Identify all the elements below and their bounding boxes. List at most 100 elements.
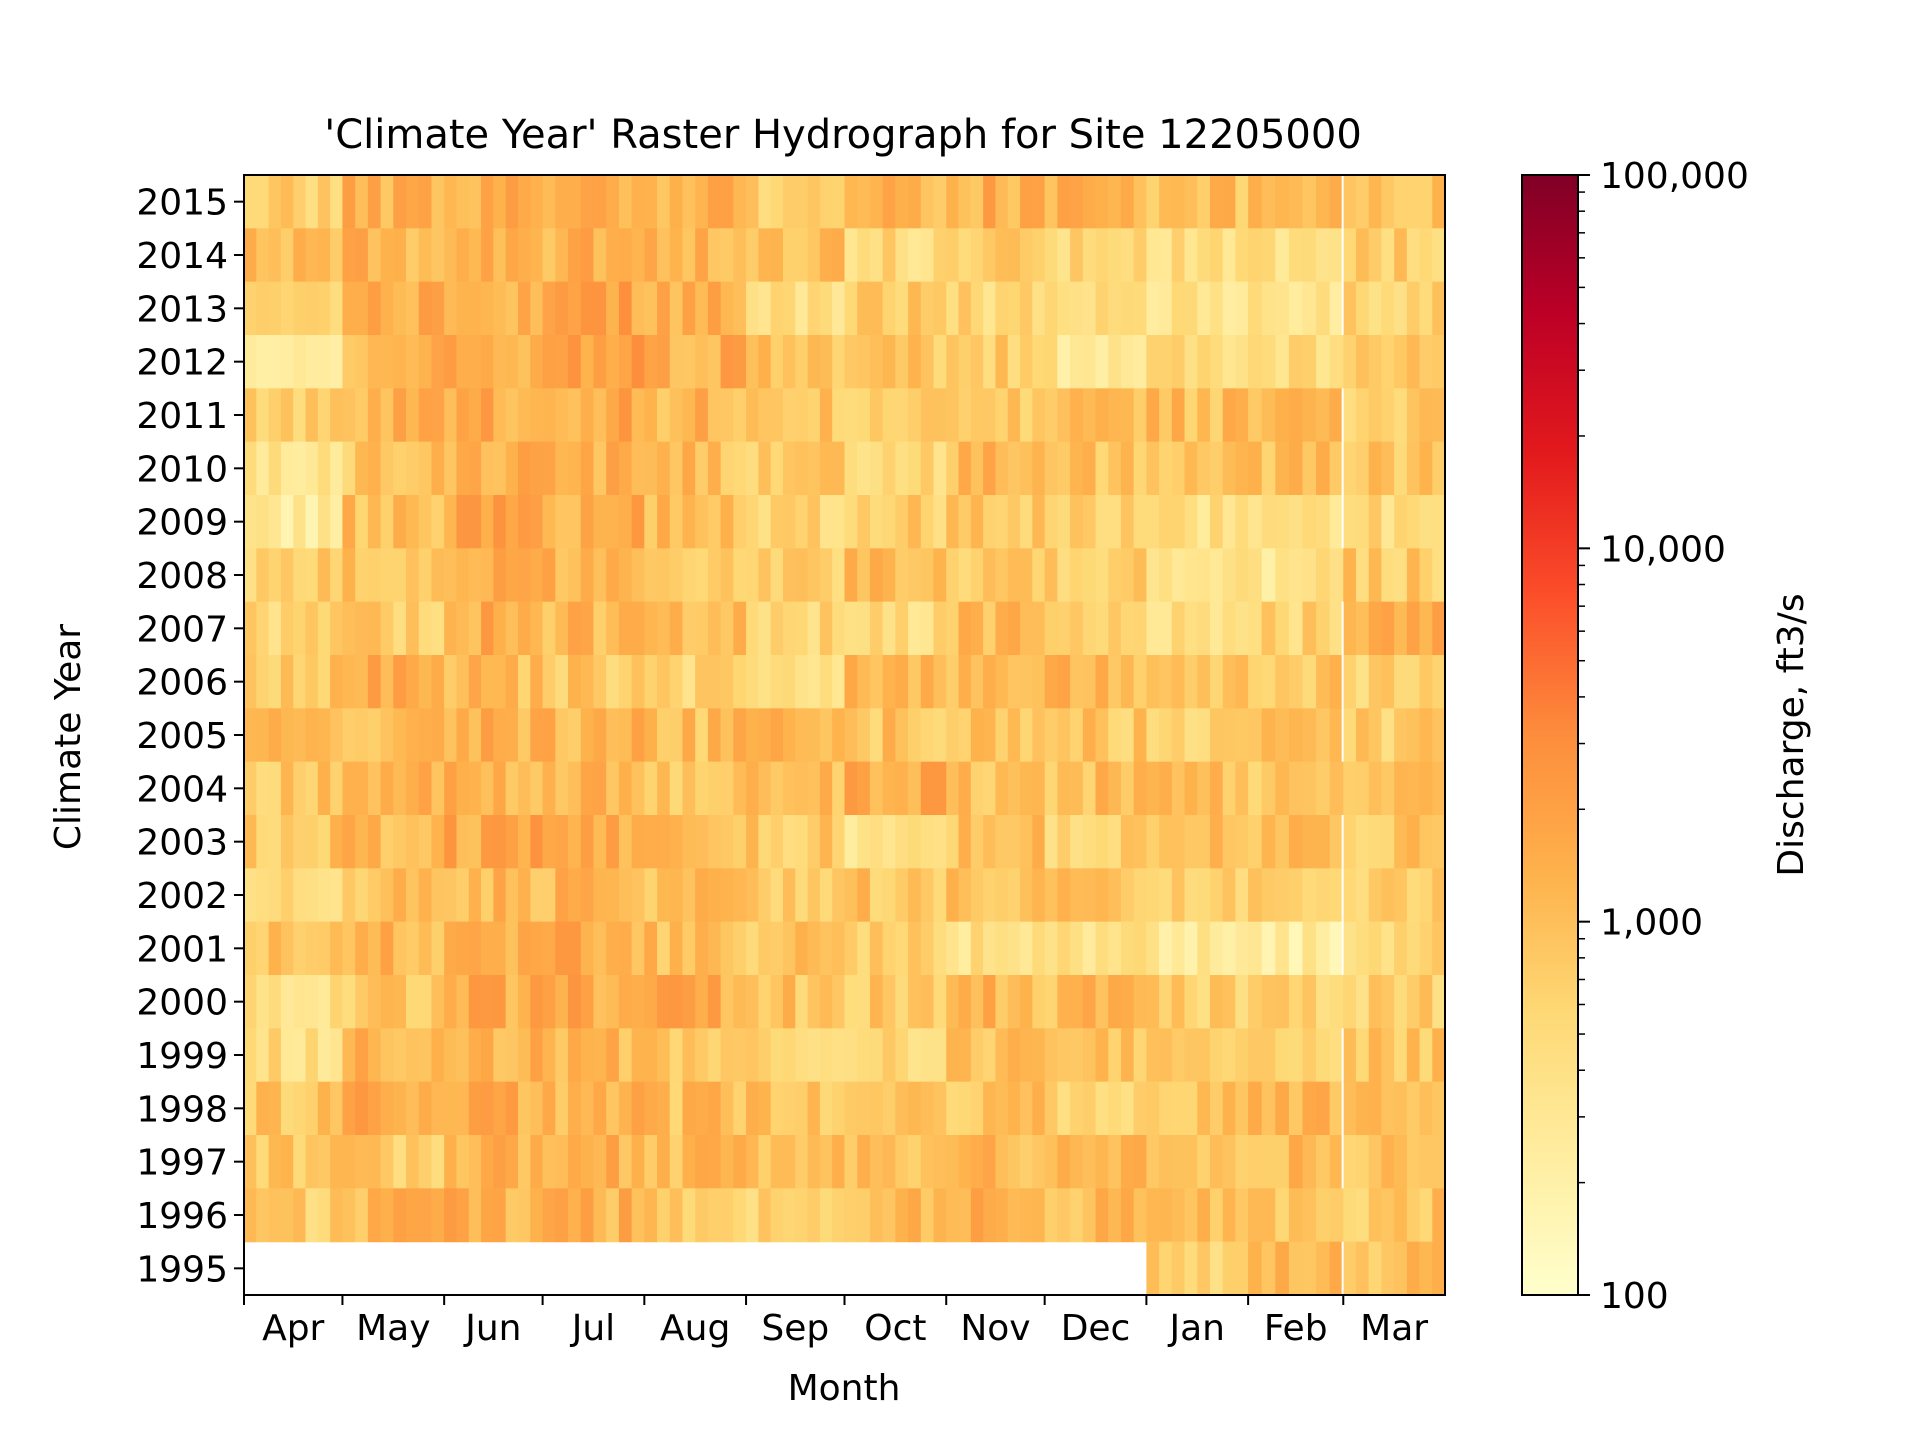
heatmap-cell bbox=[406, 1188, 420, 1243]
x-tick-label: Jul bbox=[570, 1308, 615, 1349]
heatmap-cell bbox=[983, 761, 997, 816]
heatmap-cell bbox=[1070, 1028, 1084, 1083]
x-tick-label: Mar bbox=[1360, 1308, 1428, 1349]
heatmap-cell bbox=[367, 975, 382, 1029]
heatmap-cell bbox=[268, 1081, 282, 1136]
heatmap-cell bbox=[1133, 975, 1147, 1029]
heatmap-cell bbox=[819, 388, 833, 443]
heatmap-cell bbox=[505, 975, 519, 1029]
heatmap-cell bbox=[1368, 1081, 1383, 1136]
heatmap-cell bbox=[758, 975, 772, 1029]
heatmap-cell bbox=[1057, 975, 1071, 1029]
heatmap-cell bbox=[1406, 601, 1421, 656]
heatmap-cell bbox=[1007, 495, 1021, 549]
heatmap-cell bbox=[682, 601, 696, 656]
heatmap-cell bbox=[644, 388, 658, 443]
heatmap-cell bbox=[256, 1081, 270, 1136]
heatmap-cell bbox=[1368, 921, 1383, 976]
heatmap-cell bbox=[1209, 1135, 1224, 1189]
heatmap-cell bbox=[1222, 868, 1236, 923]
heatmap-cell bbox=[807, 441, 821, 496]
heatmap-cell bbox=[1343, 1135, 1357, 1189]
heatmap-cell bbox=[807, 1188, 821, 1243]
heatmap-cell bbox=[1235, 1188, 1249, 1243]
heatmap-cell bbox=[244, 975, 257, 1029]
heatmap-cell bbox=[1302, 1241, 1317, 1296]
heatmap-cell bbox=[456, 1135, 470, 1189]
heatmap-cell bbox=[733, 1028, 747, 1083]
heatmap-cell bbox=[1070, 815, 1084, 869]
heatmap-cell bbox=[1146, 601, 1160, 656]
heatmap-cell bbox=[1355, 921, 1370, 976]
heatmap-cell bbox=[695, 441, 709, 496]
heatmap-cell bbox=[268, 281, 282, 336]
heatmap-cell bbox=[983, 1028, 997, 1083]
heatmap-cell bbox=[530, 548, 544, 603]
heatmap-cell bbox=[268, 335, 282, 389]
heatmap-cell bbox=[882, 441, 896, 496]
heatmap-cell bbox=[920, 815, 935, 869]
heatmap-cell bbox=[618, 921, 633, 976]
heatmap-cell bbox=[1329, 1241, 1344, 1296]
heatmap-cell bbox=[1209, 1081, 1224, 1136]
heatmap-cell bbox=[746, 761, 759, 816]
heatmap-cell bbox=[481, 1135, 494, 1189]
heatmap-cell bbox=[758, 761, 772, 816]
heatmap-cell bbox=[1343, 281, 1357, 336]
heatmap-cell bbox=[406, 175, 420, 229]
heatmap-cell bbox=[342, 815, 356, 869]
heatmap-cell bbox=[1394, 708, 1408, 763]
heatmap-cell bbox=[695, 495, 709, 549]
heatmap-cell bbox=[1261, 441, 1276, 496]
heatmap-cell bbox=[746, 441, 759, 496]
heatmap-cell bbox=[1020, 921, 1033, 976]
heatmap-cell bbox=[733, 708, 747, 763]
heatmap-cell bbox=[1044, 815, 1058, 869]
heatmap-cell bbox=[1394, 335, 1408, 389]
heatmap-cell bbox=[618, 281, 633, 336]
heatmap-cell bbox=[1316, 975, 1331, 1029]
heatmap-cell bbox=[1235, 1028, 1249, 1083]
heatmap-cell bbox=[1082, 761, 1097, 816]
heatmap-cell bbox=[268, 441, 282, 496]
heatmap-cell bbox=[518, 441, 531, 496]
heatmap-cell bbox=[869, 761, 884, 816]
heatmap-cell bbox=[1316, 228, 1331, 283]
heatmap-cell bbox=[1020, 655, 1033, 709]
heatmap-cell bbox=[568, 175, 582, 229]
heatmap-cell bbox=[1288, 388, 1304, 443]
heatmap-cell bbox=[983, 975, 997, 1029]
heatmap-cell bbox=[895, 815, 909, 869]
heatmap-cell bbox=[1095, 868, 1109, 923]
heatmap-cell bbox=[958, 335, 972, 389]
heatmap-cell bbox=[1032, 601, 1046, 656]
heatmap-cell bbox=[807, 975, 821, 1029]
heatmap-cell bbox=[1209, 281, 1224, 336]
heatmap-cell bbox=[895, 761, 909, 816]
heatmap-cell bbox=[946, 548, 960, 603]
leap-day-gap bbox=[1341, 441, 1344, 496]
heatmap-cell bbox=[1095, 548, 1109, 603]
heatmap-cell bbox=[819, 548, 833, 603]
heatmap-cell bbox=[268, 388, 282, 443]
heatmap-cell bbox=[682, 975, 696, 1029]
heatmap-cell bbox=[367, 335, 382, 389]
heatmap-cell bbox=[995, 281, 1009, 336]
heatmap-cell bbox=[807, 601, 821, 656]
heatmap-cell bbox=[946, 921, 960, 976]
heatmap-cell bbox=[707, 655, 722, 709]
heatmap-cell bbox=[1432, 708, 1446, 763]
heatmap-cell bbox=[1343, 388, 1357, 443]
heatmap-cell bbox=[380, 761, 394, 816]
heatmap-cell bbox=[542, 495, 556, 549]
heatmap-cell bbox=[1057, 1135, 1071, 1189]
heatmap-cell bbox=[518, 708, 531, 763]
heatmap-cell bbox=[669, 1135, 684, 1189]
heatmap-cell bbox=[393, 281, 407, 336]
y-tick-label: 2011 bbox=[136, 396, 228, 437]
heatmap-cell bbox=[857, 708, 871, 763]
heatmap-cell bbox=[293, 388, 307, 443]
heatmap-cell bbox=[1146, 175, 1160, 229]
heatmap-cell bbox=[305, 868, 319, 923]
heatmap-cell bbox=[1406, 761, 1421, 816]
